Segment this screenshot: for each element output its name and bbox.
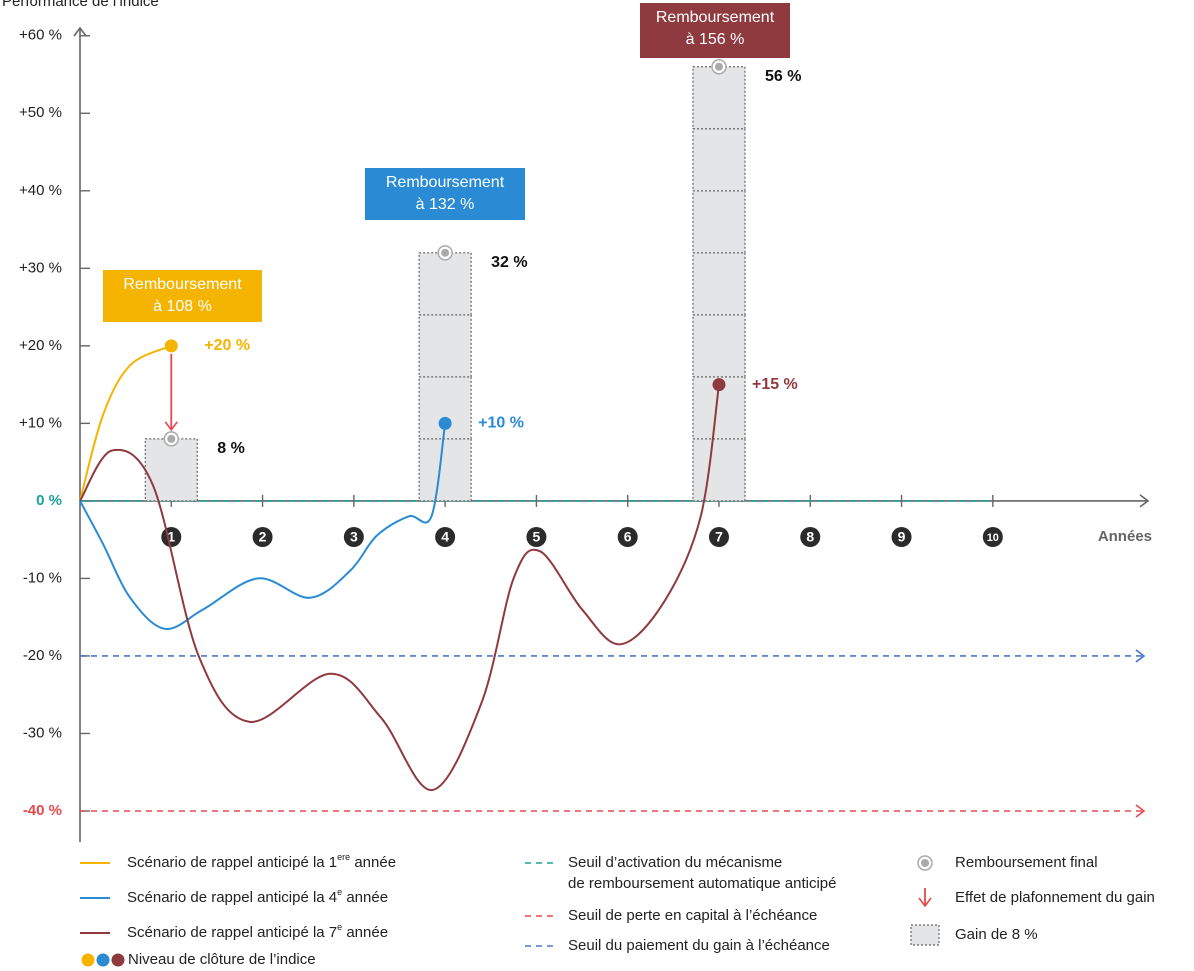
- x-tick-badge: [617, 527, 638, 547]
- y-tick-label: +10 %: [19, 414, 62, 431]
- gain-segment: [692, 438, 746, 502]
- legend-text: Scénario de rappel anticipé la 7e année: [127, 922, 388, 941]
- gain-total-label: 8 %: [217, 440, 245, 457]
- legend-text: Niveau de clôture de l’indice: [128, 951, 316, 968]
- legend-text: de remboursement automatique anticipé: [568, 875, 837, 892]
- legend-text-sup: e: [337, 887, 342, 897]
- callout-box: [103, 270, 262, 322]
- legend-dot: [111, 953, 125, 967]
- legend-text: Remboursement final: [955, 854, 1098, 871]
- x-tick-label: 10: [987, 532, 999, 544]
- legend-dot: [96, 953, 110, 967]
- legend-text-part: année: [342, 924, 388, 941]
- legend-gain-swatch: [910, 924, 940, 946]
- legend-text-part: année: [342, 889, 388, 906]
- legend-final-core: [921, 859, 929, 867]
- y-tick-label: +30 %: [19, 259, 62, 276]
- series-line: [79, 344, 172, 502]
- legend-dot: [81, 953, 95, 967]
- callout-text: Remboursement: [656, 9, 775, 26]
- x-tick-label: 9: [898, 529, 906, 545]
- legend-text: Scénario de rappel anticipé la 4e année: [127, 887, 388, 906]
- callout-text: Remboursement: [386, 174, 505, 191]
- callout-box: [365, 168, 525, 220]
- series-line: [79, 384, 720, 792]
- callout-text: à 132 %: [416, 196, 475, 213]
- y-tick-label: +50 %: [19, 104, 62, 121]
- x-tick-badge: [252, 527, 273, 547]
- gain-segment: [692, 190, 746, 254]
- closing-label: +10 %: [478, 415, 524, 432]
- x-tick-label: 4: [441, 529, 449, 545]
- x-tick-label: 8: [806, 529, 814, 545]
- closing-label: +20 %: [204, 337, 250, 354]
- gain-segment: [692, 252, 746, 316]
- y-tick-label: +40 %: [19, 182, 62, 199]
- x-tick-badge: [708, 527, 729, 547]
- x-axis-label: Années: [1098, 528, 1152, 545]
- gain-total-label: 32 %: [491, 254, 527, 271]
- callout-text: à 108 %: [153, 298, 212, 315]
- callout-text: Remboursement: [123, 276, 242, 293]
- legend-text: Seuil du paiement du gain à l’échéance: [568, 937, 830, 954]
- y-axis-label: Performance de l’indice: [2, 0, 159, 10]
- final-marker-core: [714, 62, 723, 71]
- gain-segment: [692, 128, 746, 192]
- gain-segment: [692, 314, 746, 378]
- legend-text: Seuil d’activation du mécanisme: [568, 854, 782, 871]
- final-marker-core: [441, 248, 450, 257]
- x-tick-badge: [982, 527, 1003, 547]
- x-tick-label: 6: [624, 529, 632, 545]
- legend-text: Seuil de perte en capital à l’échéance: [568, 907, 817, 924]
- x-tick-label: 1: [167, 529, 175, 545]
- y-tick-label: +20 %: [19, 337, 62, 354]
- x-tick-badge: [526, 527, 547, 547]
- legend-text-sup: ere: [337, 852, 350, 862]
- x-tick-badge: [343, 527, 364, 547]
- legend-text-part: Scénario de rappel anticipé la 7: [127, 924, 337, 941]
- gain-total-label: 56 %: [765, 68, 801, 85]
- callout-text: à 156 %: [686, 31, 745, 48]
- legend-text-part: Scénario de rappel anticipé la 4: [127, 889, 337, 906]
- gain-segment: [144, 438, 198, 502]
- legend-text: Gain de 8 %: [955, 926, 1038, 943]
- y-tick-label: 0 %: [36, 492, 62, 509]
- callout-box: [640, 3, 790, 58]
- y-tick-label: -40 %: [23, 802, 62, 819]
- final-marker-core: [167, 434, 176, 443]
- y-tick-label: -30 %: [23, 724, 62, 741]
- x-tick-badge: [435, 527, 456, 547]
- closing-dot: [712, 378, 726, 392]
- gain-segment: [692, 66, 746, 130]
- closing-dot: [438, 416, 452, 430]
- x-tick-badge: [891, 527, 912, 547]
- x-tick-badge: [800, 527, 821, 547]
- gain-segment: [418, 252, 472, 316]
- series-line: [79, 423, 447, 630]
- closing-label: +15 %: [752, 376, 798, 393]
- x-tick-label: 7: [715, 529, 723, 545]
- legend-text-part: année: [350, 854, 396, 871]
- legend-text: Effet de plafonnement du gain: [955, 889, 1155, 906]
- legend-text-sup: e: [337, 922, 342, 932]
- legend-text: Scénario de rappel anticipé la 1ere anné…: [127, 852, 396, 871]
- x-tick-label: 3: [350, 529, 358, 545]
- y-tick-label: -10 %: [23, 569, 62, 586]
- gain-segment: [418, 314, 472, 378]
- gain-segment: [418, 438, 472, 502]
- x-tick-label: 5: [533, 529, 541, 545]
- closing-dot: [164, 339, 178, 353]
- y-tick-label: +60 %: [19, 27, 62, 44]
- x-tick-label: 2: [259, 529, 267, 545]
- y-tick-label: -20 %: [23, 647, 62, 664]
- legend-text-part: Scénario de rappel anticipé la 1: [127, 854, 337, 871]
